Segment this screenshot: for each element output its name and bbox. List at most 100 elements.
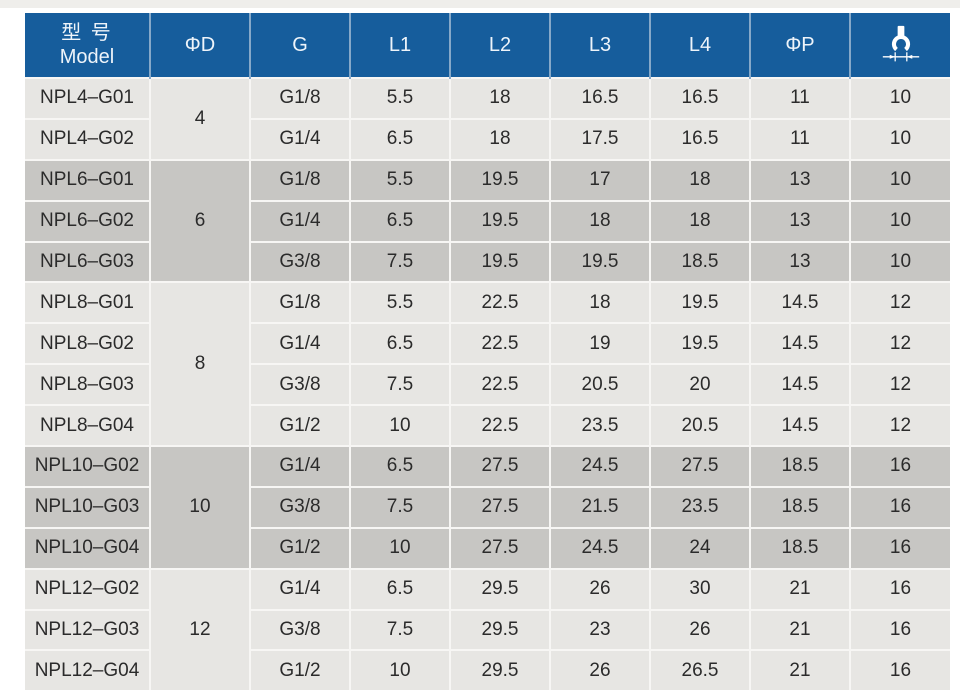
wrench-cell: 12 <box>849 322 950 365</box>
phi-p-cell: 11 <box>749 77 850 119</box>
l4-cell: 18 <box>649 199 750 242</box>
table-row: NPL6–G02 G1/4 6.5 19.5 18 18 13 10 <box>25 199 950 242</box>
l2-cell: 22.5 <box>449 322 550 365</box>
wrench-cell: 16 <box>849 649 950 690</box>
l3-cell: 23 <box>549 608 650 651</box>
g-cell: G1/4 <box>249 445 350 487</box>
l4-cell: 24 <box>649 526 750 569</box>
l3-cell: 24.5 <box>549 526 650 569</box>
phi-p-cell: 14.5 <box>749 363 850 406</box>
phi-p-cell: 21 <box>749 608 850 651</box>
l3-cell: 17.5 <box>549 117 650 160</box>
g-cell: G1/8 <box>249 77 350 119</box>
l3-cell: 16.5 <box>549 77 650 119</box>
l4-cell: 16.5 <box>649 77 750 119</box>
model-cell: NPL8–G04 <box>25 404 150 447</box>
l4-cell: 19.5 <box>649 322 750 365</box>
model-cell: NPL12–G02 <box>25 567 150 610</box>
l2-cell: 27.5 <box>449 445 550 487</box>
header-model: 型 号 Model <box>25 13 150 78</box>
l4-cell: 27.5 <box>649 445 750 487</box>
model-cell: NPL6–G02 <box>25 199 150 242</box>
l3-cell: 21.5 <box>549 485 650 528</box>
l1-cell: 10 <box>349 649 450 690</box>
g-cell: G1/2 <box>249 526 350 569</box>
l4-cell: 18 <box>649 158 750 201</box>
l1-cell: 7.5 <box>349 240 450 283</box>
wrench-cell: 10 <box>849 199 950 242</box>
table-row: NPL12–G03 G3/8 7.5 29.5 23 26 21 16 <box>25 608 950 651</box>
model-cell: NPL4–G02 <box>25 117 150 160</box>
l1-cell: 10 <box>349 404 450 447</box>
l4-cell: 16.5 <box>649 117 750 160</box>
l1-cell: 7.5 <box>349 608 450 651</box>
wrench-cell: 16 <box>849 608 950 651</box>
phi-p-cell: 14.5 <box>749 281 850 324</box>
l2-cell: 18 <box>449 77 550 119</box>
l4-cell: 19.5 <box>649 281 750 324</box>
g-cell: G1/4 <box>249 199 350 242</box>
l2-cell: 22.5 <box>449 281 550 324</box>
l1-cell: 6.5 <box>349 322 450 365</box>
l4-cell: 18.5 <box>649 240 750 283</box>
l1-cell: 5.5 <box>349 77 450 119</box>
l2-cell: 19.5 <box>449 240 550 283</box>
l3-cell: 23.5 <box>549 404 650 447</box>
g-cell: G1/4 <box>249 322 350 365</box>
l2-cell: 19.5 <box>449 199 550 242</box>
g-cell: G3/8 <box>249 608 350 651</box>
model-cell: NPL6–G03 <box>25 240 150 283</box>
phi-p-cell: 18.5 <box>749 485 850 528</box>
l1-cell: 10 <box>349 526 450 569</box>
g-cell: G1/8 <box>249 281 350 324</box>
wrench-icon <box>882 25 919 62</box>
header-row: 型 号 Model ΦD G L1 L2 L3 L4 ΦP <box>25 13 950 78</box>
g-cell: G1/2 <box>249 649 350 690</box>
l3-cell: 19.5 <box>549 240 650 283</box>
model-cell: NPL12–G04 <box>25 649 150 690</box>
table-row: NPL8–G01 8 G1/8 5.5 22.5 18 19.5 14.5 12 <box>25 281 950 447</box>
header-l2: L2 <box>449 13 550 78</box>
table-row: NPL8–G03 G3/8 7.5 22.5 20.5 20 14.5 12 <box>25 363 950 406</box>
l3-cell: 24.5 <box>549 445 650 487</box>
model-cell: NPL4–G01 <box>25 77 150 119</box>
model-cell: NPL6–G01 <box>25 158 150 201</box>
l4-cell: 26 <box>649 608 750 651</box>
header-l4: L4 <box>649 13 750 78</box>
phi-p-cell: 21 <box>749 567 850 610</box>
l3-cell: 17 <box>549 158 650 201</box>
l2-cell: 29.5 <box>449 608 550 651</box>
phi-p-cell: 18.5 <box>749 445 850 487</box>
l4-cell: 20 <box>649 363 750 406</box>
header-l3: L3 <box>549 13 650 78</box>
g-cell: G1/2 <box>249 404 350 447</box>
l3-cell: 18 <box>549 281 650 324</box>
model-cell: NPL8–G03 <box>25 363 150 406</box>
l4-cell: 30 <box>649 567 750 610</box>
g-cell: G1/4 <box>249 567 350 610</box>
wrench-cell: 16 <box>849 567 950 610</box>
table-row: NPL12–G02 12 G1/4 6.5 29.5 26 30 21 16 <box>25 567 950 690</box>
dimensions-spec-table: 型 号 Model ΦD G L1 L2 L3 L4 ΦP <box>25 13 950 690</box>
l3-cell: 18 <box>549 199 650 242</box>
wrench-cell: 10 <box>849 240 950 283</box>
l3-cell: 26 <box>549 649 650 690</box>
l2-cell: 22.5 <box>449 404 550 447</box>
l2-cell: 29.5 <box>449 649 550 690</box>
header-model-zh: 型 号 <box>61 22 113 44</box>
l3-cell: 19 <box>549 322 650 365</box>
l2-cell: 19.5 <box>449 158 550 201</box>
g-cell: G1/8 <box>249 158 350 201</box>
table-row: NPL10–G03 G3/8 7.5 27.5 21.5 23.5 18.5 16 <box>25 485 950 528</box>
wrench-cell: 16 <box>849 485 950 528</box>
page-top-strip <box>0 0 960 8</box>
table-row: NPL8–G02 G1/4 6.5 22.5 19 19.5 14.5 12 <box>25 322 950 365</box>
phi-d-cell: 12 <box>149 567 250 690</box>
wrench-cell: 16 <box>849 445 950 487</box>
header-phi-d: ΦD <box>149 13 250 78</box>
table-row: NPL6–G01 6 G1/8 5.5 19.5 17 18 13 10 <box>25 158 950 283</box>
l3-cell: 20.5 <box>549 363 650 406</box>
phi-p-cell: 13 <box>749 158 850 201</box>
l3-cell: 26 <box>549 567 650 610</box>
model-cell: NPL8–G02 <box>25 322 150 365</box>
